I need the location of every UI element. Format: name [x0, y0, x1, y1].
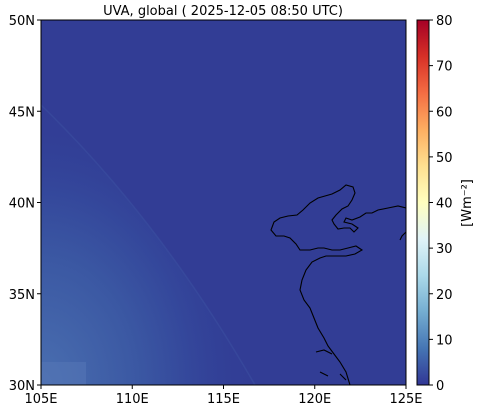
- colorbar-tick-label: 30: [436, 242, 453, 257]
- colorbar-tick-label: 10: [436, 333, 453, 348]
- colorbar-tick-label: 20: [436, 288, 453, 303]
- x-tick-label: 105E: [24, 392, 57, 407]
- twilight-edge: [41, 104, 256, 385]
- colorbar-tick-label: 40: [436, 197, 453, 212]
- y-tick-label: 30N: [9, 379, 35, 394]
- colorbar-label: [Wm⁻²]: [460, 179, 475, 227]
- x-tick-label: 110E: [116, 392, 149, 407]
- x-tick-label: 115E: [207, 392, 240, 407]
- colorbar-tick-label: 0: [436, 379, 444, 394]
- x-axis: 105E 110E 115E 120E 125E: [24, 385, 423, 407]
- coastline-south: [315, 349, 347, 381]
- lower-left-patch: [41, 362, 86, 385]
- x-tick-label: 125E: [389, 392, 422, 407]
- coastline-liaodong-east: [399, 231, 406, 241]
- colorbar-tick-label: 50: [436, 151, 453, 166]
- y-tick-label: 40N: [9, 197, 35, 212]
- y-tick-label: 45N: [9, 105, 35, 120]
- colorbar-tick-label: 80: [436, 14, 453, 29]
- y-tick-label: 50N: [9, 14, 35, 29]
- y-tick-label: 35N: [9, 288, 35, 303]
- coastline: [270, 184, 406, 385]
- twilight-gradient-region: [41, 105, 255, 385]
- colorbar-axis: 0 10 20 30 40 50 60 70 80: [429, 14, 453, 394]
- colorbar-tick-label: 60: [436, 105, 453, 120]
- colorbar-tick-label: 70: [436, 60, 453, 75]
- map-plot-area: [41, 20, 406, 385]
- x-tick-label: 120E: [298, 392, 331, 407]
- y-axis: 30N 35N 40N 45N 50N: [9, 14, 41, 394]
- chart-title: UVA, global ( 2025-12-05 08:50 UTC): [103, 4, 343, 19]
- colorbar: [416, 19, 430, 386]
